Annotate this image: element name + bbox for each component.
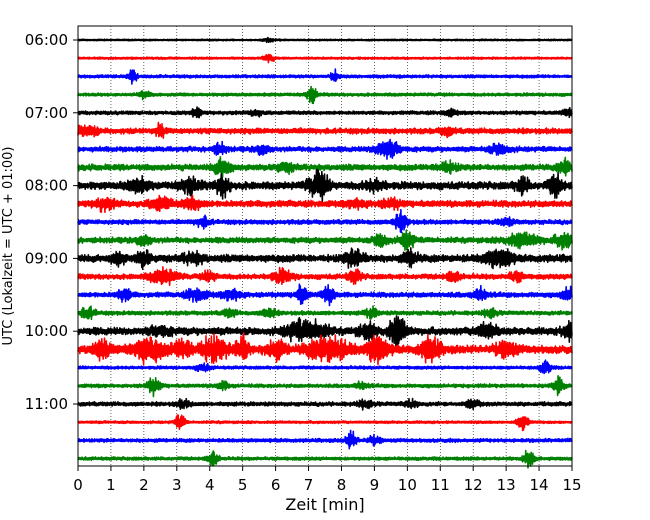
y-tick-label: 11:00 — [25, 395, 68, 413]
plot-frame — [77, 25, 573, 467]
trace-10:15 — [77, 332, 573, 366]
trace-11:00 — [77, 397, 573, 411]
y-tick-label: 09:00 — [25, 249, 68, 267]
grid-lines — [110, 26, 540, 466]
x-tick-label: 12 — [464, 476, 483, 494]
x-tick-label: 6 — [271, 476, 281, 494]
trace-09:30 — [77, 283, 573, 307]
trace-09:15 — [77, 266, 573, 286]
trace-09:00 — [77, 247, 573, 270]
x-tick-label: 9 — [370, 476, 380, 494]
x-tick-label: 10 — [398, 476, 417, 494]
trace-06:30 — [77, 68, 573, 85]
x-tick-label: 8 — [337, 476, 347, 494]
trace-11:45 — [77, 449, 573, 469]
x-tick-label: 4 — [205, 476, 215, 494]
x-tick-label: 13 — [497, 476, 516, 494]
x-axis-label: Zeit [min] — [285, 495, 364, 514]
x-tick-label: 2 — [139, 476, 149, 494]
trace-06:00 — [77, 36, 573, 44]
trace-06:45 — [77, 85, 573, 105]
y-axis-label: UTC (Lokalzeit = UTC + 01:00) — [1, 147, 16, 346]
x-tick-label: 14 — [530, 476, 549, 494]
trace-10:30 — [77, 359, 573, 375]
trace-07:30 — [77, 138, 573, 160]
trace-10:00 — [77, 315, 573, 350]
x-tick-label: 15 — [562, 476, 581, 494]
y-tick-label: 08:00 — [25, 177, 68, 195]
trace-08:45 — [77, 229, 573, 251]
x-tick-label: 5 — [238, 476, 248, 494]
trace-09:45 — [77, 305, 573, 321]
trace-08:30 — [77, 208, 573, 234]
seismic-traces — [77, 36, 573, 469]
trace-08:00 — [77, 168, 573, 203]
trace-06:15 — [77, 53, 573, 64]
x-tick-label: 3 — [172, 476, 182, 494]
trace-11:30 — [77, 429, 573, 450]
x-tick-label: 0 — [73, 476, 83, 494]
y-tick-label: 06:00 — [25, 31, 68, 49]
trace-11:15 — [77, 414, 573, 432]
x-axis: 0 1 2 3 4 5 6 7 8 9 10 11 12 13 14 15 — [73, 466, 582, 494]
trace-10:45 — [77, 375, 573, 398]
x-tick-label: 7 — [304, 476, 314, 494]
x-tick-label: 11 — [431, 476, 450, 494]
y-axis: 06:00 07:00 08:00 09:00 10:00 11:00 — [25, 31, 78, 413]
trace-07:00 — [77, 106, 573, 119]
trace-07:45 — [77, 156, 573, 178]
y-tick-label: 07:00 — [25, 104, 68, 122]
y-tick-label: 10:00 — [25, 322, 68, 340]
trace-07:15 — [77, 121, 573, 139]
x-tick-label: 1 — [106, 476, 116, 494]
trace-08:15 — [77, 194, 573, 213]
